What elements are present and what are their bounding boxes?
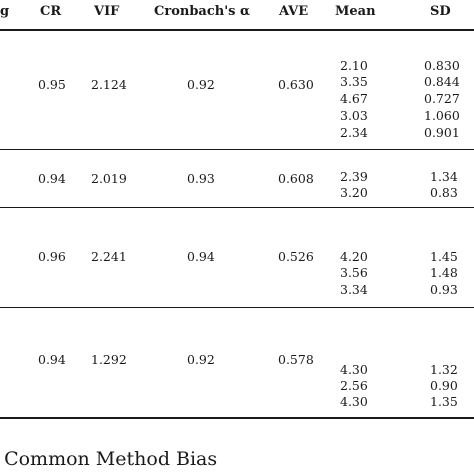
- block1-mean-1: 2.10: [340, 58, 368, 73]
- rule-block-1: [0, 149, 474, 150]
- block2-alpha: 0.93: [187, 171, 215, 186]
- header-cronbach-alpha: Cronbach's α: [154, 4, 251, 19]
- block4-mean-2: 2.56: [340, 378, 368, 393]
- block3-vif: 2.241: [91, 249, 127, 264]
- block1-cr: 0.95: [38, 77, 66, 92]
- block3-mean-2: 3.56: [340, 265, 368, 280]
- block1-ave: 0.630: [278, 77, 314, 92]
- block3-ave: 0.526: [278, 249, 314, 264]
- block1-vif: 2.124: [91, 77, 127, 92]
- block3-alpha: 0.94: [187, 249, 215, 264]
- header-mean: Mean: [335, 4, 376, 19]
- block4-mean-3: 4.30: [340, 394, 368, 409]
- block2-sd-1: 1.34: [430, 169, 458, 184]
- block4-sd-3: 1.35: [430, 394, 458, 409]
- header-partial: g: [0, 4, 10, 19]
- rule-header: [0, 29, 474, 31]
- block3-sd-3: 0.93: [430, 282, 458, 297]
- header-ave: AVE: [279, 4, 309, 19]
- block2-ave: 0.608: [278, 171, 314, 186]
- header-vif: VIF: [94, 4, 120, 19]
- block3-mean-1: 4.20: [340, 249, 368, 264]
- block3-mean-3: 3.34: [340, 282, 368, 297]
- block2-sd-2: 0.83: [430, 185, 458, 200]
- block4-vif: 1.292: [91, 352, 127, 367]
- block1-mean-3: 4.67: [340, 91, 368, 106]
- block1-sd-5: 0.901: [424, 125, 460, 140]
- rule-block-2: [0, 207, 474, 208]
- rule-block-3: [0, 307, 474, 308]
- block4-ave: 0.578: [278, 352, 314, 367]
- block3-cr: 0.96: [38, 249, 66, 264]
- block2-cr: 0.94: [38, 171, 66, 186]
- table-caption: . Common Method Bias: [0, 448, 218, 470]
- block4-sd-2: 0.90: [430, 378, 458, 393]
- block4-alpha: 0.92: [187, 352, 215, 367]
- block1-sd-3: 0.727: [424, 91, 460, 106]
- block3-sd-1: 1.45: [430, 249, 458, 264]
- block2-mean-1: 2.39: [340, 169, 368, 184]
- block1-sd-1: 0.830: [424, 58, 460, 73]
- block1-sd-4: 1.060: [424, 108, 460, 123]
- block3-sd-2: 1.48: [430, 265, 458, 280]
- block1-alpha: 0.92: [187, 77, 215, 92]
- block1-mean-5: 2.34: [340, 125, 368, 140]
- block4-cr: 0.94: [38, 352, 66, 367]
- block1-mean-2: 3.35: [340, 74, 368, 89]
- header-cr: CR: [40, 4, 62, 19]
- block4-sd-1: 1.32: [430, 362, 458, 377]
- block2-vif: 2.019: [91, 171, 127, 186]
- block2-mean-2: 3.20: [340, 185, 368, 200]
- header-sd: SD: [430, 4, 451, 19]
- block1-sd-2: 0.844: [424, 74, 460, 89]
- rule-bottom: [0, 417, 474, 419]
- block4-mean-1: 4.30: [340, 362, 368, 377]
- block1-mean-4: 3.03: [340, 108, 368, 123]
